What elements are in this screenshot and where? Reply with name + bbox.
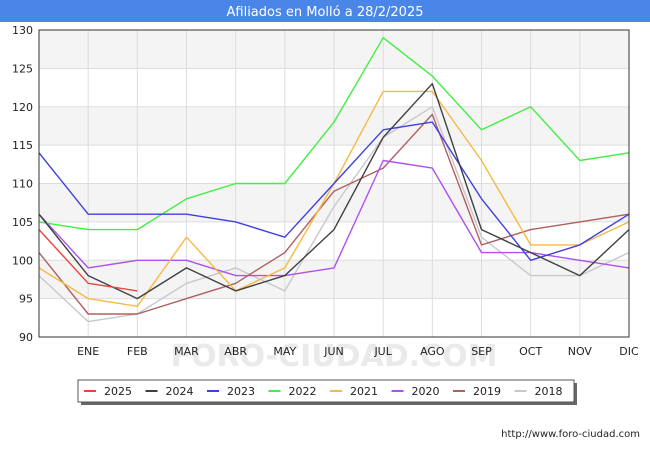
x-tick-label: SEP	[471, 345, 492, 358]
legend-label-2019: 2019	[473, 385, 501, 398]
legend-items: 2025 2024 2023 2022 2021 2020 2019 2018	[84, 385, 563, 398]
y-tick-label: 100	[12, 254, 33, 267]
x-tick-label: MAY	[273, 345, 296, 358]
x-axis-ticks: ENE FEB MAR ABR MAY JUN JUL AGO SEP OCT NOV DIC	[77, 345, 639, 358]
series-line-2019	[38, 113, 630, 315]
legend-label-2025: 2025	[104, 385, 132, 398]
x-tick-label: NOV	[568, 345, 593, 358]
legend-label-2024: 2024	[166, 385, 194, 398]
legend-label-2023: 2023	[227, 385, 255, 398]
legend-label-2020: 2020	[412, 385, 440, 398]
chart-title: Afiliados en Molló a 28/2/2025	[227, 5, 424, 20]
y-tick-label: 110	[12, 178, 33, 191]
series-lines	[38, 37, 630, 323]
x-tick-label: FEB	[127, 345, 148, 358]
y-tick-label: 115	[12, 139, 33, 152]
legend-box	[77, 379, 575, 403]
x-tick-label: DIC	[619, 345, 639, 358]
legend-label-2021: 2021	[350, 385, 378, 398]
x-tick-label: ENE	[77, 345, 99, 358]
legend: 2025 2024 2023 2022 2021 2020 2019 2018	[77, 379, 577, 405]
x-tick-label: MAR	[174, 345, 199, 358]
y-tick-label: 120	[12, 101, 33, 114]
y-tick-label: 125	[12, 62, 33, 75]
series-line-2022	[38, 37, 630, 231]
y-tick-label: 95	[19, 293, 33, 306]
plot-border	[38, 29, 630, 338]
series-line-2024	[38, 82, 630, 300]
x-tick-label: AGO	[420, 345, 445, 358]
title-bar	[0, 0, 650, 22]
legend-label-2018: 2018	[535, 385, 563, 398]
series-line-2025	[38, 229, 138, 292]
legend-label-2022: 2022	[289, 385, 317, 398]
y-tick-label: 105	[12, 216, 33, 229]
series-line-2023	[38, 121, 630, 261]
x-tick-label: JUN	[323, 345, 344, 358]
source-url[interactable]: http://www.foro-ciudad.com	[501, 429, 640, 440]
x-tick-label: ABR	[224, 345, 247, 358]
y-tick-label: 130	[12, 24, 33, 37]
x-tick-label: JUL	[373, 345, 392, 358]
x-tick-label: OCT	[519, 345, 542, 358]
watermark-text: FORO-CIUDAD.COM	[171, 339, 498, 374]
y-axis-ticks: 90 95 100 105 110 115 120 125 130	[12, 24, 33, 344]
y-tick-label: 90	[19, 331, 33, 344]
